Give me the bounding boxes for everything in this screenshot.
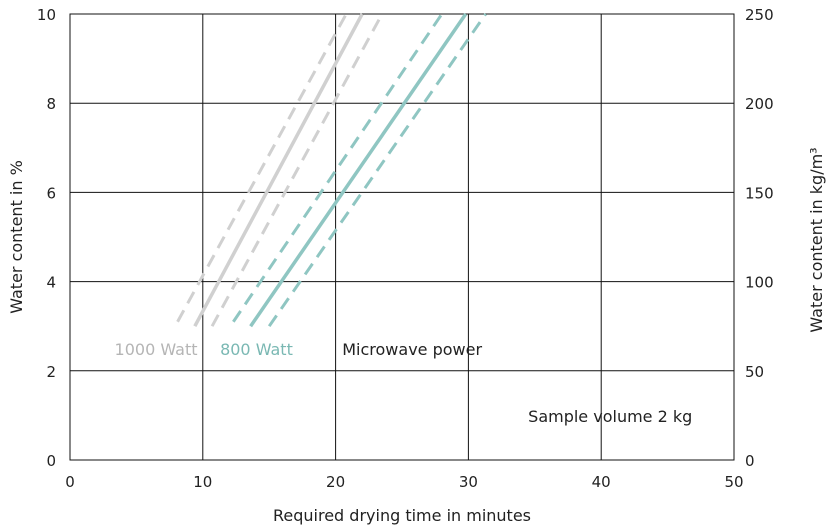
- y-left-tick-label: 10: [37, 6, 56, 24]
- x-tick-label: 0: [65, 473, 75, 491]
- y-left-tick-label: 8: [46, 95, 56, 113]
- series-line-2: [210, 13, 384, 327]
- x-tick-labels: 0 10 20 30 40 50: [65, 473, 743, 491]
- x-tick-label: 40: [592, 473, 611, 491]
- series-line-3: [249, 13, 468, 328]
- x-tick-label: 30: [459, 473, 478, 491]
- y-left-tick-label: 4: [46, 274, 56, 292]
- y-left-tick-labels: 0 2 4 6 8 10: [37, 6, 56, 470]
- y-right-tick-label: 0: [745, 452, 755, 470]
- grid-lines: [69, 13, 735, 461]
- x-tick-label: 50: [724, 473, 743, 491]
- x-tick-label: 20: [326, 473, 345, 491]
- annotations: 1000 Watt 800 Watt Microwave power Sample v…: [115, 340, 693, 426]
- annotation-label: Microwave power: [342, 340, 482, 359]
- annotation-label: 1000 Watt: [115, 340, 198, 359]
- annotation-label: Sample volume 2 kg: [528, 407, 692, 426]
- series-line-0: [193, 13, 364, 328]
- y-right-tick-label: 150: [745, 184, 774, 202]
- y-left-tick-label: 0: [46, 452, 56, 470]
- y-right-tick-label: 100: [745, 274, 774, 292]
- series-line-1: [176, 13, 348, 323]
- series-line-5: [267, 13, 487, 328]
- y-right-axis-label: Water content in kg/m³: [807, 147, 826, 332]
- x-tick-label: 10: [193, 473, 212, 491]
- y-left-tick-label: 2: [46, 363, 56, 381]
- y-left-tick-label: 6: [46, 184, 56, 202]
- y-right-tick-label: 200: [745, 95, 774, 113]
- annotation-label: 800 Watt: [220, 340, 293, 359]
- y-left-axis-label: Water content in %: [7, 160, 26, 314]
- y-right-tick-label: 250: [745, 6, 774, 24]
- plot-frame: [69, 13, 735, 461]
- x-axis-label: Required drying time in minutes: [273, 506, 531, 525]
- series-group: [176, 13, 487, 328]
- y-right-tick-labels: 0 50 100 150 200 250: [745, 6, 774, 470]
- y-right-tick-label: 50: [745, 363, 764, 381]
